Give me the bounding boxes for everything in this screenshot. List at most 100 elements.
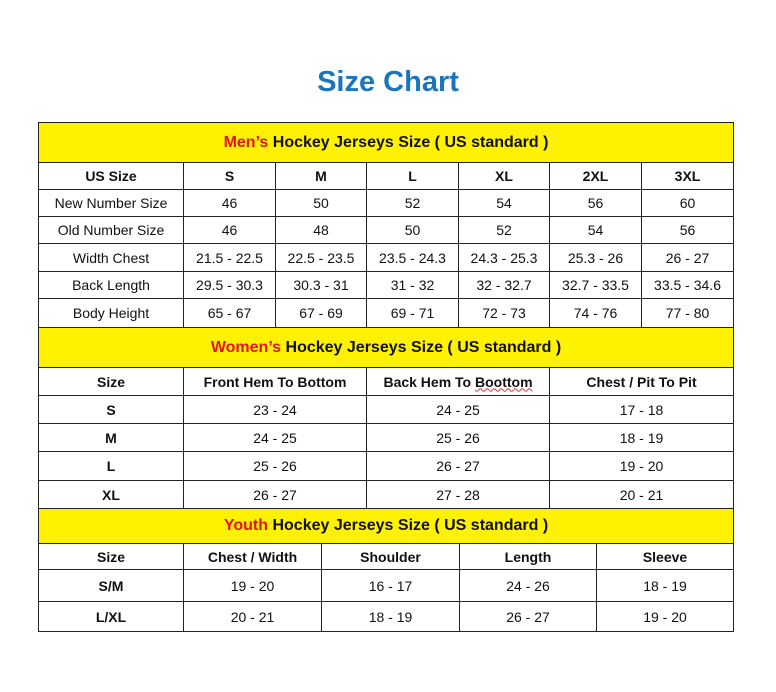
column-header: Sleeve — [595, 543, 735, 570]
row-label: S — [38, 395, 184, 424]
row-label: New Number Size — [38, 189, 184, 217]
banner-highlight: Women’s — [210, 338, 282, 356]
table-cell: 18 - 19 — [548, 423, 735, 452]
table-row: Body Height 65 - 67 67 - 69 69 - 71 72 - 73 7… — [38, 298, 735, 328]
table-cell: 24 - 25 — [183, 423, 367, 452]
men-size-table: Men’s Hockey Jerseys Size ( US standard … — [37, 122, 735, 328]
table-cell: 52 — [458, 216, 550, 244]
page-title: Size Chart — [317, 66, 459, 98]
women-size-table: Women’s Hockey Jerseys Size ( US standar… — [37, 327, 735, 509]
column-header-label: 2XL — [582, 168, 609, 184]
column-header: Back Hem To Boottom — [366, 367, 550, 396]
table-cell: 18 - 19 — [595, 569, 735, 602]
row-label: S/M — [38, 569, 184, 602]
table-row: Width Chest 21.5 - 22.5 22.5 - 23.5 23.5 - … — [38, 243, 735, 272]
table-cell: 74 - 76 — [549, 298, 642, 328]
column-header: 2XL — [549, 162, 642, 190]
row-label: Body Height — [38, 298, 184, 328]
table-cell: 72 - 73 — [458, 298, 550, 328]
column-header-label: Size — [96, 373, 125, 390]
table-cell: 46 — [183, 189, 276, 217]
table-cell: 67 - 69 — [275, 298, 367, 328]
row-label: M — [38, 423, 184, 452]
table-cell: 20 - 21 — [548, 480, 735, 509]
table-cell: 19 - 20 — [595, 601, 735, 632]
column-header-label: Front Hem To Bottom — [203, 373, 347, 390]
table-cell: 32 - 32.7 — [458, 271, 550, 299]
table-cell: 18 - 19 — [321, 601, 460, 632]
table-cell: 46 — [183, 216, 276, 244]
table-cell: 21.5 - 22.5 — [183, 243, 276, 272]
column-header: Chest / Pit To Pit — [548, 367, 735, 396]
table-cell: 54 — [549, 216, 642, 244]
table-cell: 31 - 32 — [366, 271, 459, 299]
column-header-label: XL — [495, 168, 513, 184]
table-cell: 24.3 - 25.3 — [458, 243, 550, 272]
youth-section-banner: Youth Hockey Jerseys Size ( US standard … — [37, 508, 735, 544]
column-header: Length — [459, 543, 597, 570]
table-cell: 19 - 20 — [183, 569, 322, 602]
table-cell: 69 - 71 — [366, 298, 459, 328]
table-row: L 25 - 26 26 - 27 19 - 20 — [38, 451, 735, 481]
table-cell: 32.7 - 33.5 — [549, 271, 642, 299]
table-row: Old Number Size 46 48 50 52 54 56 — [38, 216, 735, 244]
row-label: Back Length — [38, 271, 184, 299]
column-header-label: 3XL — [674, 168, 701, 184]
table-cell: 50 — [275, 189, 367, 217]
table-cell: 24 - 25 — [366, 395, 550, 424]
column-header: XL — [458, 162, 550, 190]
table-header-row: Size Chest / Width Shoulder Length Sleeve — [38, 543, 735, 570]
table-header-row: Size Front Hem To Bottom Back Hem To Boott… — [38, 367, 735, 396]
column-header-label: Length — [504, 548, 552, 565]
table-cell: 56 — [549, 189, 642, 217]
table-cell: 20 - 21 — [183, 601, 322, 632]
table-cell: 25 - 26 — [183, 451, 367, 481]
column-header-label: Sleeve — [642, 548, 688, 565]
table-row: Back Length 29.5 - 30.3 30.3 - 31 31 - 32 32… — [38, 271, 735, 299]
table-cell: 26 - 27 — [183, 480, 367, 509]
table-cell: 48 — [275, 216, 367, 244]
men-section-banner: Men’s Hockey Jerseys Size ( US standard … — [37, 122, 735, 163]
column-header-label: L — [408, 168, 417, 184]
banner-highlight: Men’s — [223, 133, 269, 151]
table-cell: 23.5 - 24.3 — [366, 243, 459, 272]
row-label: Width Chest — [38, 243, 184, 272]
table-cell: 24 - 26 — [459, 569, 597, 602]
table-cell: 26 - 27 — [459, 601, 597, 632]
column-header-label: Size — [96, 548, 125, 565]
column-header: L — [366, 162, 459, 190]
row-label: L/XL — [38, 601, 184, 632]
column-header: Front Hem To Bottom — [183, 367, 367, 396]
column-header-label: Chest / Pit To Pit — [586, 373, 697, 390]
row-label: L — [38, 451, 184, 481]
table-cell: 27 - 28 — [366, 480, 550, 509]
column-header: M — [275, 162, 367, 190]
column-header-label: Chest / Width — [207, 548, 298, 565]
banner-highlight: Youth — [223, 517, 269, 534]
table-cell: 23 - 24 — [183, 395, 367, 424]
table-row: New Number Size 46 50 52 54 56 60 — [38, 189, 735, 217]
column-header: S — [183, 162, 276, 190]
table-cell: 26 - 27 — [366, 451, 550, 481]
table-row: L/XL 20 - 21 18 - 19 26 - 27 19 - 20 — [38, 601, 735, 632]
table-row: XL 26 - 27 27 - 28 20 - 21 — [38, 480, 735, 509]
banner-text: Hockey Jerseys Size ( US standard ) — [268, 517, 549, 534]
column-header-label: S — [224, 168, 235, 184]
table-cell: 50 — [366, 216, 459, 244]
table-cell: 25 - 26 — [366, 423, 550, 452]
banner-text: Hockey Jerseys Size ( US standard ) — [281, 338, 562, 356]
column-header-label: M — [315, 168, 327, 184]
column-header-label: Back Hem To Boottom — [383, 373, 533, 390]
table-row: S/M 19 - 20 16 - 17 24 - 26 18 - 19 — [38, 569, 735, 602]
table-cell: 60 — [640, 189, 735, 217]
table-row: S 23 - 24 24 - 25 17 - 18 — [38, 395, 735, 424]
table-cell: 29.5 - 30.3 — [183, 271, 276, 299]
column-header-label: Shoulder — [360, 548, 421, 565]
column-header: US Size — [38, 162, 184, 190]
column-header: Chest / Width — [183, 543, 322, 570]
women-section-banner: Women’s Hockey Jerseys Size ( US standar… — [37, 327, 735, 368]
table-cell: 56 — [640, 216, 735, 244]
column-header: 3XL — [640, 162, 735, 190]
row-label: Old Number Size — [38, 216, 184, 244]
table-header-row: US Size S M L XL 2XL 3XL — [38, 162, 735, 190]
